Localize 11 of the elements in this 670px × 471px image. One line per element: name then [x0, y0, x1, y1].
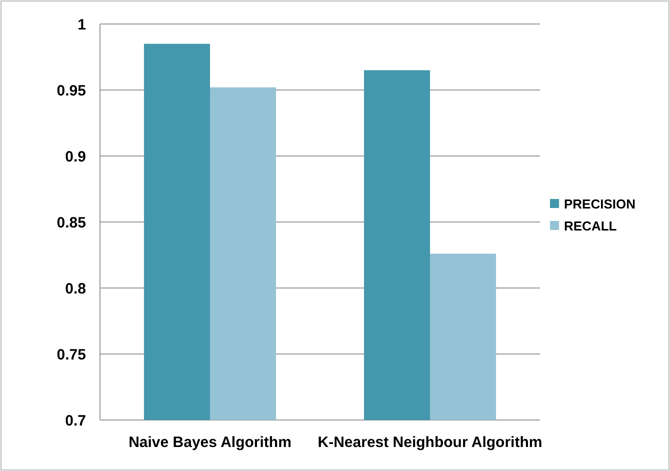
- y-tick-label: 0.95: [56, 82, 86, 100]
- x-tick-label: K-Nearest Neighbour Algorithm: [318, 434, 542, 451]
- legend-label: RECALL: [564, 218, 617, 234]
- y-tick-label: 0.8: [65, 280, 86, 298]
- x-tick-label: Naive Bayes Algorithm: [128, 434, 292, 451]
- y-tick-label: 0.85: [56, 214, 86, 232]
- y-tick-label: 1: [78, 16, 86, 34]
- y-tick-label: 0.9: [65, 148, 86, 166]
- y-tick-label: 0.75: [56, 346, 86, 364]
- legend-label: PRECISION: [564, 196, 636, 212]
- y-tick-label: 0.7: [65, 412, 86, 430]
